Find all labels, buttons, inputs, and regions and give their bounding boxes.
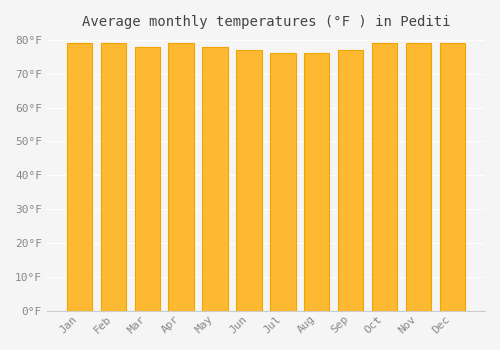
Bar [202,47,228,311]
Bar [67,43,92,311]
Bar [406,43,431,311]
Bar [168,43,194,311]
Bar [304,54,330,311]
Bar [440,43,465,311]
Bar [100,43,126,311]
Bar [338,50,363,311]
Bar [236,50,262,311]
Bar [372,43,398,311]
Bar [134,47,160,311]
Bar [270,54,295,311]
Title: Average monthly temperatures (°F ) in Pediti: Average monthly temperatures (°F ) in Pe… [82,15,450,29]
